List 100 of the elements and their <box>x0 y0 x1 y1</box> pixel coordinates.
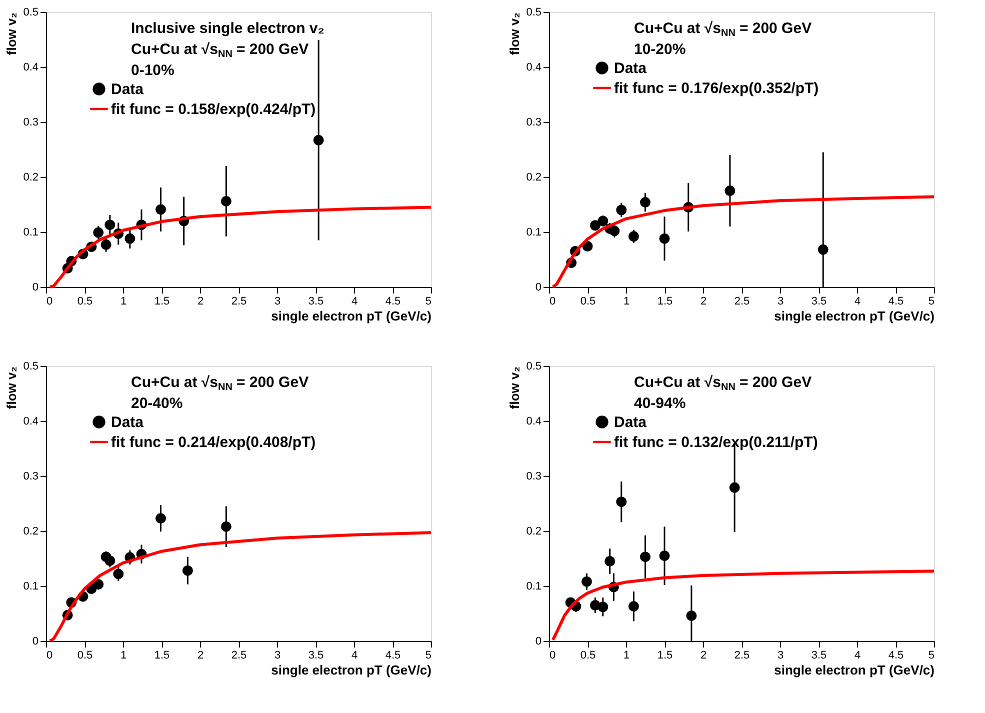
y-tick-label: 0.3 <box>23 116 38 128</box>
y-tick-label: 0.3 <box>526 470 542 482</box>
x-axis-title: single electron pT (GeV/c) <box>271 308 432 324</box>
y-axis-title: flow v₂ <box>4 366 20 410</box>
y-tick-label: 0.1 <box>526 580 542 592</box>
y-tick-label: 0.2 <box>23 526 38 538</box>
x-tick-label: 1.5 <box>154 296 170 308</box>
point <box>640 552 650 562</box>
x-tick-label: 1 <box>120 650 127 662</box>
y-tick-label: 0.4 <box>23 62 38 74</box>
x-tick-label: 2.5 <box>734 296 750 308</box>
x-tick-label: 3 <box>777 650 784 662</box>
x-axis-title: single electron pT (GeV/c) <box>774 662 934 678</box>
x-tick-label: 2.5 <box>231 650 247 662</box>
x-tick-label: 3.5 <box>811 296 827 308</box>
x-tick-label: 4.5 <box>888 650 904 662</box>
point <box>313 134 324 146</box>
point <box>182 565 193 576</box>
y-tick-label: 0 <box>32 636 38 648</box>
y-tick-label: 0 <box>32 282 38 294</box>
legend-label: Data <box>111 414 144 431</box>
x-tick-label: 5 <box>425 296 432 308</box>
point <box>628 601 639 612</box>
point <box>659 233 670 244</box>
point <box>609 226 620 236</box>
x-tick-label: 1 <box>623 650 630 662</box>
x-tick-label: 0 <box>46 296 53 308</box>
x-tick-label: 4.5 <box>888 296 904 308</box>
x-tick-label: 2 <box>197 650 204 662</box>
point <box>686 610 697 621</box>
y-tick-label: 0.3 <box>23 470 38 482</box>
x-tick-label: 2.5 <box>231 296 247 308</box>
y-tick-label: 0.4 <box>526 62 542 74</box>
x-tick-label: 1 <box>623 296 630 308</box>
x-tick-label: 4.5 <box>385 296 401 308</box>
y-tick-label: 0.1 <box>526 226 542 238</box>
legend-label: Data <box>111 81 144 98</box>
point <box>616 204 627 216</box>
legend-label: fit func = 0.176/exp(0.352/pT) <box>614 80 819 97</box>
annotation: 20-40% <box>131 395 183 412</box>
x-tick-label: 0.5 <box>77 650 93 662</box>
x-tick-label: 5 <box>425 650 432 662</box>
x-axis-title: single electron pT (GeV/c) <box>774 308 934 324</box>
x-tick-label: 5 <box>928 650 934 662</box>
point <box>818 244 828 255</box>
x-tick-label: 1 <box>120 296 127 308</box>
point <box>598 602 608 612</box>
y-tick-label: 0.4 <box>526 416 542 428</box>
y-tick-label: 0.5 <box>526 6 542 18</box>
point <box>104 555 116 566</box>
y-tick-label: 0.1 <box>23 580 38 592</box>
x-tick-label: 5 <box>928 296 934 308</box>
point <box>104 220 116 230</box>
y-tick-label: 0 <box>535 282 542 294</box>
x-tick-label: 0 <box>46 650 53 662</box>
point <box>155 513 166 524</box>
point <box>616 496 627 508</box>
x-tick-label: 1.5 <box>657 650 673 662</box>
point <box>220 196 232 206</box>
y-tick-label: 0.5 <box>526 360 542 372</box>
x-tick-label: 1.5 <box>657 296 673 308</box>
point <box>113 568 124 580</box>
y-axis-title: flow v₂ <box>507 12 522 56</box>
legend-label: fit func = 0.132/exp(0.211/pT) <box>614 434 818 451</box>
annotation: 40-94% <box>634 395 686 412</box>
x-tick-label: 3 <box>274 296 281 308</box>
annotation: 10-20% <box>634 41 686 58</box>
legend-label: fit func = 0.158/exp(0.424/pT) <box>111 101 316 118</box>
point <box>220 521 232 532</box>
y-tick-label: 0 <box>535 636 542 648</box>
x-tick-label: 0.5 <box>580 650 596 662</box>
point <box>598 216 608 226</box>
y-tick-label: 0.4 <box>23 416 38 428</box>
x-tick-label: 0.5 <box>77 296 93 308</box>
x-tick-label: 4 <box>854 296 861 308</box>
x-axis-title: single electron pT (GeV/c) <box>271 662 432 678</box>
y-axis-title: flow v₂ <box>507 366 522 410</box>
point <box>659 550 670 561</box>
x-tick-label: 4 <box>351 296 358 308</box>
x-tick-label: 2 <box>700 650 707 662</box>
point <box>124 233 136 244</box>
point <box>582 241 593 252</box>
x-tick-label: 0 <box>550 296 556 308</box>
legend-label: Data <box>614 414 648 431</box>
annotation: Inclusive single electron v₂ <box>131 20 324 37</box>
y-tick-label: 0.1 <box>23 226 38 238</box>
legend-label: fit func = 0.214/exp(0.408/pT) <box>111 434 316 451</box>
point <box>724 186 736 196</box>
point <box>100 239 112 250</box>
y-tick-label: 0.3 <box>526 116 542 128</box>
point <box>590 220 600 231</box>
point <box>581 576 592 587</box>
x-tick-label: 1.5 <box>154 650 170 662</box>
x-tick-label: 3 <box>777 296 784 308</box>
y-tick-label: 0.2 <box>526 172 542 184</box>
point <box>628 231 639 242</box>
x-tick-label: 4 <box>351 650 358 662</box>
y-axis-title: flow v₂ <box>4 12 20 56</box>
point <box>93 227 104 238</box>
point <box>93 579 104 590</box>
